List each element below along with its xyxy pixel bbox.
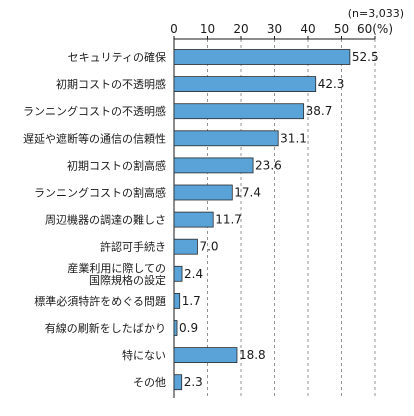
bar bbox=[173, 184, 233, 201]
value-labels: 52.5 42.3 38.7 31.1 23.6 17.4 11.7 7.0 2.4 1.7 0.9… bbox=[179, 50, 379, 389]
value-label: 42.3 bbox=[318, 77, 345, 91]
value-label: 52.5 bbox=[352, 50, 379, 64]
value-label: 17.4 bbox=[234, 186, 261, 200]
bar bbox=[173, 76, 317, 92]
value-label: 2.4 bbox=[184, 267, 203, 281]
value-label: 1.7 bbox=[182, 294, 201, 308]
bar bbox=[173, 320, 178, 336]
bar bbox=[173, 292, 181, 309]
x-tick-label: 10 bbox=[200, 22, 215, 36]
category-labels: セキュリティの確保初期コストの不透明感ランニングコストの不透明感遅延や遮断等の通… bbox=[23, 50, 166, 389]
x-tick-label: 50 bbox=[334, 22, 349, 36]
category-label: セキュリティの確保 bbox=[68, 50, 166, 64]
sample-size-note: (n=3,033) bbox=[348, 7, 404, 20]
value-label: 0.9 bbox=[179, 321, 198, 335]
bar bbox=[173, 265, 183, 282]
bar bbox=[173, 347, 238, 364]
bar bbox=[173, 374, 183, 391]
category-label: ランニングコストの不透明感 bbox=[23, 104, 166, 118]
value-label: 7.0 bbox=[199, 240, 218, 254]
bar bbox=[173, 103, 305, 120]
category-label: ランニングコストの割高感 bbox=[34, 186, 166, 200]
value-label: 38.7 bbox=[306, 104, 333, 118]
bar bbox=[173, 211, 214, 228]
x-tick-label: 0 bbox=[170, 22, 178, 36]
category-label: 特にない bbox=[122, 348, 166, 362]
category-label: 初期コストの不透明感 bbox=[56, 77, 166, 91]
x-tick-label: 30 bbox=[267, 22, 282, 36]
category-label: 標準必須特許をめぐる問題 bbox=[34, 294, 166, 308]
x-tick-label: 40 bbox=[300, 22, 315, 36]
bar bbox=[173, 157, 254, 174]
value-label: 23.6 bbox=[255, 158, 282, 172]
value-label: 11.7 bbox=[215, 213, 242, 227]
category-label: 周辺機器の調達の難しさ bbox=[45, 213, 166, 227]
bar bbox=[173, 49, 351, 65]
bar bbox=[173, 130, 279, 147]
x-axis-ticks: 0 10 20 30 40 50 60(%) bbox=[170, 22, 393, 39]
x-tick-label: 20 bbox=[233, 22, 248, 36]
category-label: 遅延や遮断等の通信の信頼性 bbox=[23, 131, 166, 145]
value-label: 18.8 bbox=[239, 348, 266, 362]
category-label: 有線の刷新をしたばかり bbox=[45, 321, 166, 335]
category-label: 産業利用に際しての国際規格の設定 bbox=[67, 262, 166, 287]
value-label: 31.1 bbox=[280, 131, 307, 145]
category-label: 初期コストの割高感 bbox=[67, 158, 166, 172]
bar bbox=[173, 238, 198, 255]
value-label: 2.3 bbox=[184, 375, 203, 389]
x-tick-label: 60(%) bbox=[357, 22, 393, 36]
category-label: 許認可手続き bbox=[100, 240, 166, 254]
bars bbox=[173, 49, 351, 391]
category-label: その他 bbox=[133, 376, 166, 389]
